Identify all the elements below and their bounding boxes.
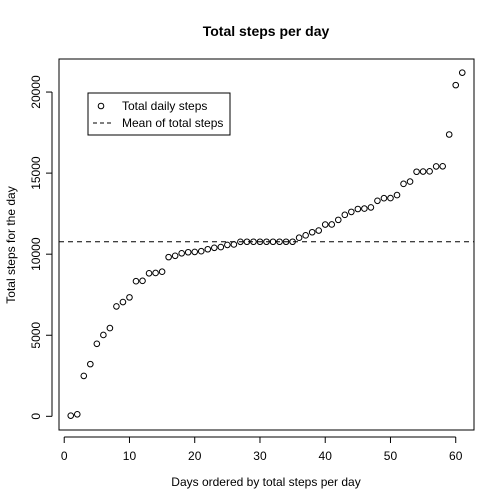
data-point [230, 241, 238, 248]
data-point [152, 269, 159, 277]
data-point [393, 191, 401, 199]
data-point [295, 234, 303, 242]
data-point [73, 410, 81, 418]
data-point [445, 131, 453, 138]
data-point [439, 163, 446, 170]
data-point [132, 277, 140, 285]
data-point [289, 238, 296, 246]
data-point [139, 277, 146, 285]
x-tick-label: 50 [384, 449, 398, 463]
data-point [106, 324, 114, 332]
x-axis-label: Days ordered by total steps per day [171, 475, 360, 489]
y-tick-label: 10000 [29, 237, 43, 271]
data-point [308, 228, 316, 236]
data-point [126, 294, 133, 301]
y-tick-label: 0 [29, 413, 43, 420]
y-axis: 0 5000 10000 15000 20000 [29, 75, 53, 420]
plot-frame [58, 58, 475, 431]
data-point [321, 221, 329, 228]
data-point [145, 269, 153, 277]
data-point [224, 241, 231, 249]
x-tick-label: 60 [449, 449, 463, 463]
y-axis-label: Total steps for the day [4, 186, 18, 303]
x-tick-label: 30 [253, 449, 267, 463]
data-point [380, 194, 388, 202]
data-point [204, 245, 212, 253]
data-point [178, 249, 185, 257]
legend-circle-icon [97, 102, 105, 110]
data-point [210, 244, 218, 252]
data-point [334, 216, 342, 224]
legend-box [87, 92, 231, 136]
data-point [113, 303, 120, 310]
legend-label-mean: Mean of total steps [122, 116, 223, 130]
data-point [269, 238, 277, 246]
data-point [87, 360, 94, 368]
legend-label-points: Total daily steps [122, 99, 207, 113]
y-tick-label: 5000 [29, 322, 43, 349]
data-point [80, 372, 88, 380]
data-point [250, 238, 257, 246]
data-point [243, 238, 251, 246]
data-point [341, 211, 349, 219]
x-tick-label: 10 [123, 449, 137, 463]
data-point [302, 232, 309, 239]
data-point [171, 252, 179, 260]
x-tick-label: 20 [188, 449, 202, 463]
chart-title: Total steps per day [203, 23, 330, 39]
data-point [400, 180, 407, 188]
data-point [315, 227, 323, 234]
data-point [276, 238, 283, 246]
data-point [165, 253, 172, 261]
data-point [348, 208, 355, 216]
data-point [184, 248, 192, 256]
data-point [93, 340, 101, 348]
data-point [432, 163, 440, 170]
data-point [67, 412, 75, 419]
data-point [100, 331, 107, 339]
data-point [328, 221, 336, 228]
data-point [256, 238, 264, 246]
x-axis: 0 10 20 30 40 50 60 [61, 436, 463, 463]
data-point [237, 238, 244, 246]
x-tick-label: 0 [61, 449, 68, 463]
data-point [452, 81, 460, 89]
data-point [191, 248, 199, 256]
data-points [67, 69, 466, 419]
data-point [282, 238, 290, 246]
data-point [354, 205, 362, 213]
data-point [387, 194, 394, 202]
data-point [158, 268, 166, 276]
data-point [119, 298, 127, 306]
data-point [419, 168, 427, 175]
data-point [458, 69, 466, 76]
data-point [197, 247, 205, 255]
legend: Total daily steps Mean of total steps [87, 92, 231, 136]
data-point [426, 168, 433, 175]
data-point [367, 204, 375, 211]
y-tick-label: 20000 [29, 75, 43, 109]
data-point [406, 178, 414, 185]
data-point [374, 197, 381, 205]
data-point [217, 243, 225, 251]
data-point [361, 205, 368, 212]
data-point [263, 238, 270, 246]
data-point [413, 168, 420, 176]
x-tick-label: 40 [319, 449, 333, 463]
y-tick-label: 15000 [29, 156, 43, 190]
